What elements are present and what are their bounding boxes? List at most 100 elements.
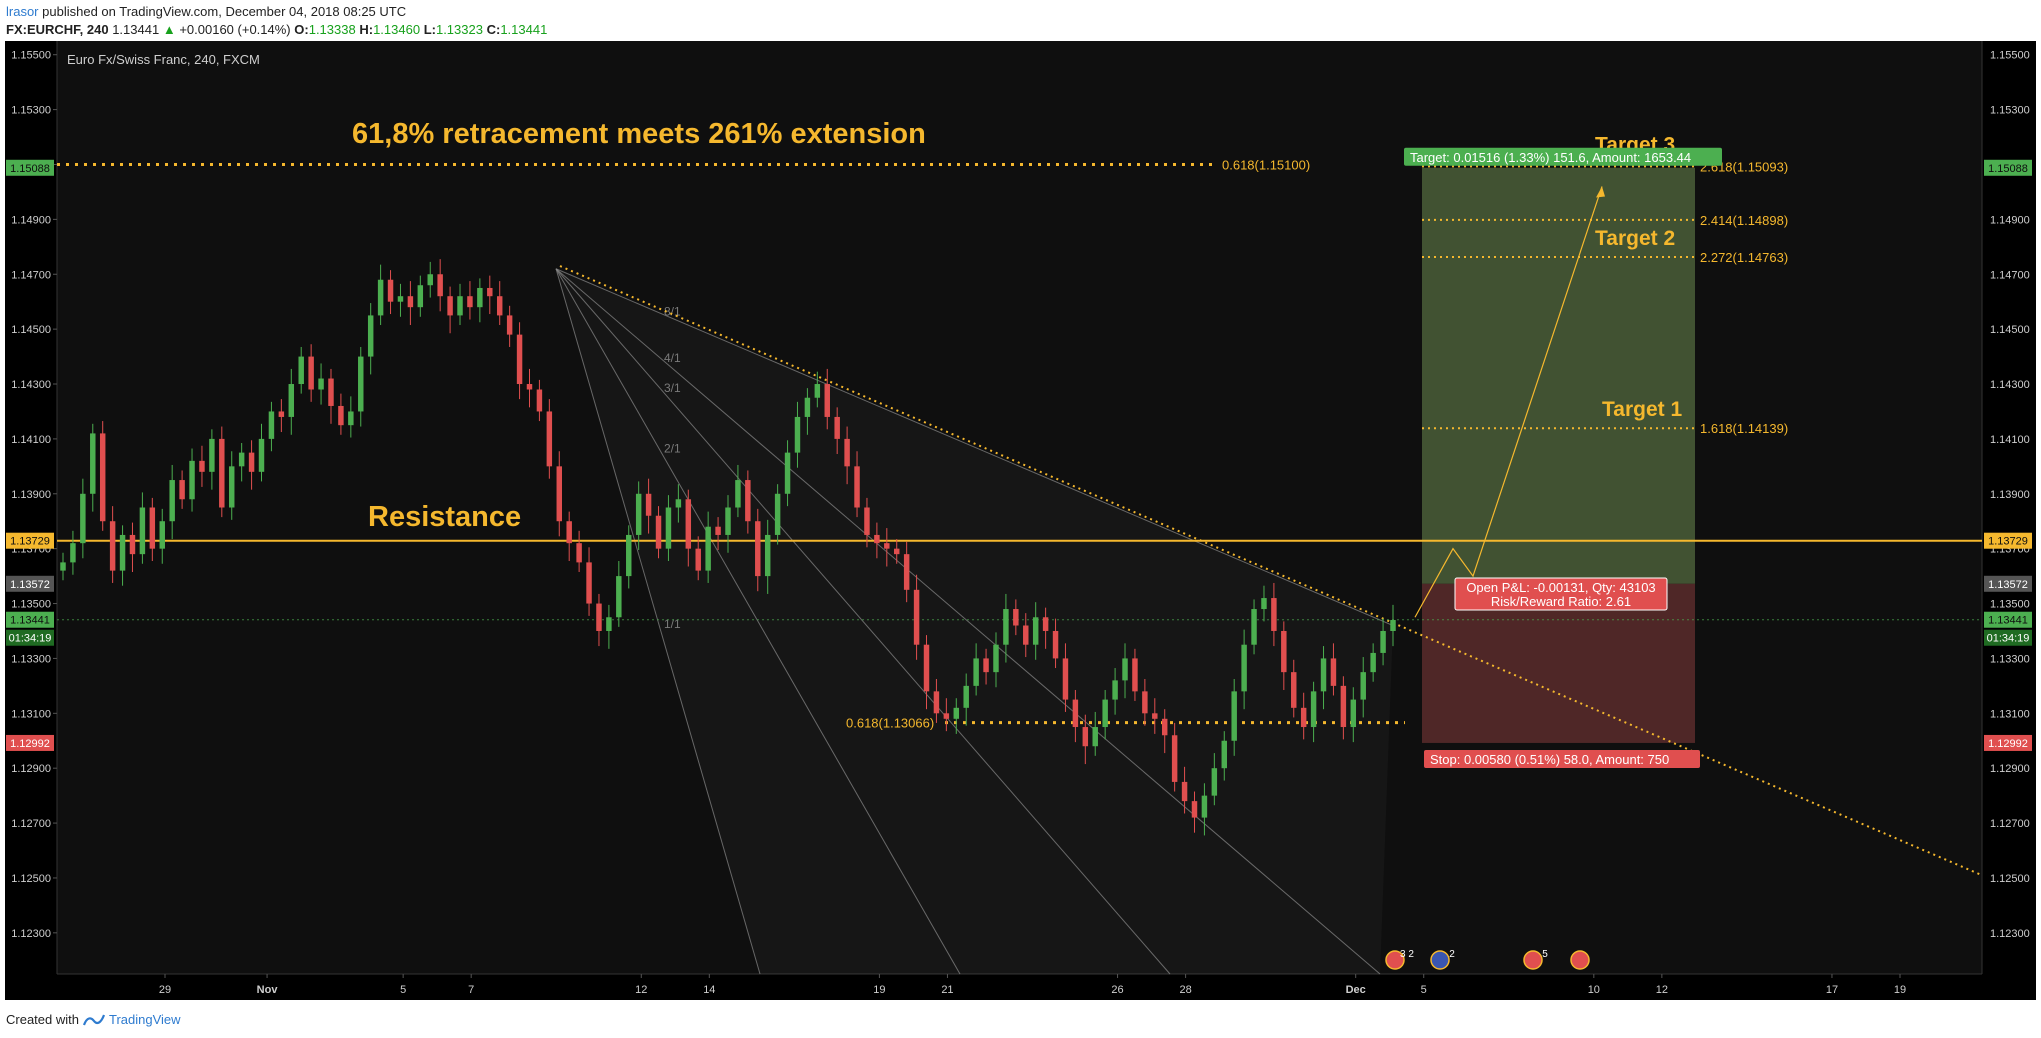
candle-body (80, 493, 86, 544)
tradingview-brand-link[interactable]: TradingView (108, 1012, 181, 1027)
x-tick-label: 5 (400, 984, 406, 996)
candle-body (963, 685, 969, 708)
candle-body (526, 384, 533, 390)
candle-body (1161, 718, 1168, 736)
candle-body (367, 315, 374, 357)
y-tick-label-right: 1.12900 (1990, 763, 2030, 775)
target-price-tag-right: 1.15088 (1988, 163, 2028, 175)
candle-body (1300, 707, 1307, 728)
candle-body (884, 543, 890, 549)
candle-body (1181, 781, 1188, 802)
candle-body (854, 466, 860, 508)
last-price-tag-right-box (1984, 611, 2032, 628)
candle-body (159, 521, 165, 549)
candle-body (764, 534, 771, 577)
candle-body (169, 480, 175, 522)
candle-body (1142, 691, 1148, 714)
candle-body (586, 562, 592, 604)
candle-body (1112, 680, 1118, 700)
candle-body (1023, 625, 1029, 645)
y-tick-label-right: 1.12500 (1990, 873, 2030, 885)
resistance-price-tag-right-box (1984, 532, 2032, 549)
candle-body (993, 644, 999, 673)
close-value: 1.13441 (500, 22, 548, 37)
y-tick-label-left: 1.12500 (11, 873, 51, 885)
target-info-box (1404, 147, 1722, 166)
x-tick-label: 17 (1826, 984, 1838, 996)
candle-body (576, 543, 582, 563)
target-zone (1422, 167, 1695, 584)
y-tick-label-right: 1.14700 (1990, 269, 2030, 281)
y-tick-label-right: 1.15300 (1990, 105, 2030, 117)
candle-body (427, 274, 433, 286)
candle-body (973, 658, 979, 686)
candle-body (606, 617, 612, 631)
y-tick-label-left: 1.14700 (11, 269, 51, 281)
author-link[interactable]: lrasor (6, 4, 39, 19)
y-tick-label-left: 1.13300 (11, 653, 51, 665)
candle-body (407, 296, 414, 308)
resistance-price-tag-left-box (6, 532, 54, 549)
last-price-tag-right: 1.13441 (1988, 615, 2028, 627)
target-price-tag-right-box (1984, 159, 2032, 176)
candle-body (566, 521, 572, 544)
candle-body (596, 603, 602, 631)
x-tick-label: Dec (1346, 984, 1366, 996)
event-badge-count: 2 (1449, 949, 1455, 960)
candle-body (1003, 609, 1009, 645)
candle-body (308, 356, 314, 390)
candle-body (496, 296, 503, 316)
candle-body (139, 507, 146, 555)
candle-body (794, 416, 801, 453)
gann-fan-line (555, 268, 961, 975)
low-value: 1.13323 (435, 22, 483, 37)
resistance-price-tag-right: 1.13729 (1988, 536, 2028, 548)
candle-body (506, 315, 513, 335)
candle-body (119, 534, 126, 571)
gann-fan-line (555, 268, 1171, 975)
candle-body (1221, 740, 1227, 769)
x-tick-label: 10 (1588, 984, 1600, 996)
candle-body (1132, 658, 1138, 692)
candle-body (258, 438, 265, 472)
candle-body (894, 548, 900, 555)
price-chart[interactable]: 8/1 4/1 3/1 2/1 1/1 0.618(1.15100) 0.618(1.13… (0, 0, 2041, 1000)
candle-body (1191, 801, 1198, 818)
candle-body (516, 334, 523, 385)
event-badge-icon (1570, 950, 1590, 970)
gann-fan-label: 1/1 (664, 617, 681, 631)
candle-body (536, 389, 543, 412)
candle-body (1340, 685, 1347, 728)
candle-body (1092, 727, 1098, 747)
tradingview-logo-icon (82, 1014, 105, 1025)
gann-fan-line (555, 268, 1394, 626)
gann-fan-label: 4/1 (664, 351, 681, 365)
candle-body (903, 554, 910, 590)
candle-body (755, 521, 761, 577)
x-tick-label: Nov (257, 984, 279, 996)
x-tick-label: 26 (1111, 984, 1123, 996)
event-badge-count: 5 (1542, 949, 1548, 960)
risk-reward-text: Risk/Reward Ratio: 2.61 (1491, 594, 1631, 609)
candle-body (209, 438, 215, 472)
candle-body (725, 507, 731, 535)
candle-body (248, 452, 255, 472)
low-label: L: (423, 22, 436, 37)
candle-body (60, 562, 66, 571)
candle-body (675, 499, 682, 508)
change-up-icon: ▲ (162, 22, 176, 37)
candle-body (397, 296, 404, 302)
candle-body (1291, 672, 1297, 708)
candle-body (784, 452, 791, 494)
candle-body (358, 356, 364, 412)
candle-body (1241, 644, 1247, 692)
open-value: 1.13338 (308, 22, 356, 37)
y-tick-label-left: 1.13500 (11, 599, 51, 611)
candle-body (983, 658, 989, 673)
y-tick-label-left: 1.12700 (11, 818, 51, 830)
candle-body (238, 452, 245, 467)
target-label: Target 1 (1602, 398, 1682, 421)
candle-body (1013, 609, 1019, 626)
candle-body (90, 433, 96, 494)
open-pnl-box (1454, 577, 1668, 611)
